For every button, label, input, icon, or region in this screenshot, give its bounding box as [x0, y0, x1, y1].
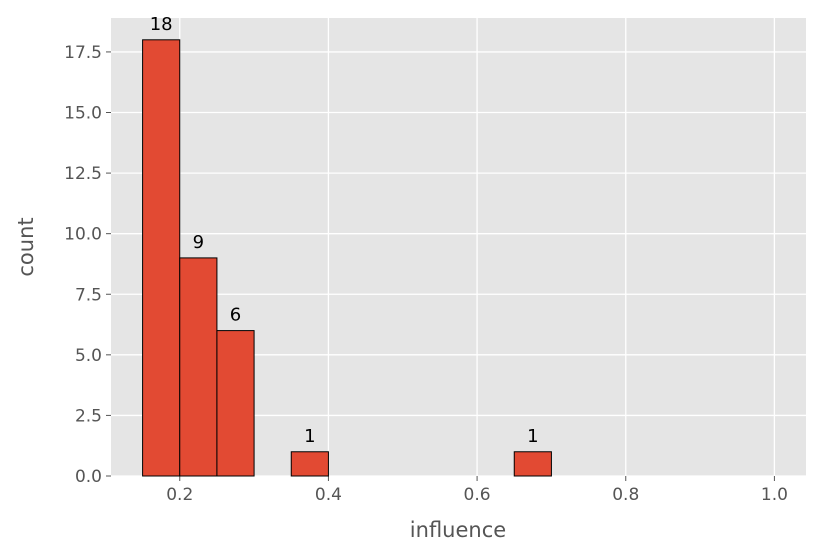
data-label: 6: [230, 305, 241, 326]
bar: [290, 451, 329, 477]
x-axis-label: influence: [410, 518, 506, 542]
data-label: 18: [150, 14, 173, 35]
x-tick-label: 0.8: [612, 485, 639, 505]
y-tick-label: 7.5: [75, 285, 102, 305]
data-label: 1: [527, 426, 538, 447]
bar: [179, 257, 218, 477]
bar: [216, 330, 255, 477]
bar: [142, 39, 181, 477]
data-label: 9: [193, 232, 204, 253]
bar: [513, 451, 552, 477]
x-tick-label: 0.2: [166, 485, 193, 505]
x-tick-label: 0.6: [464, 485, 491, 505]
y-tick-label: 17.5: [64, 43, 102, 63]
x-tick-label: 1.0: [761, 485, 788, 505]
y-tick-label: 15.0: [64, 104, 102, 124]
y-tick-label: 10.0: [64, 225, 102, 245]
data-label: 1: [304, 426, 315, 447]
y-tick-label: 0.0: [75, 467, 102, 487]
x-tick-label: 0.4: [315, 485, 342, 505]
y-tick-label: 5.0: [75, 346, 102, 366]
y-axis-label: count: [14, 217, 38, 276]
y-tick-label: 12.5: [64, 164, 102, 184]
y-tick-label: 2.5: [75, 406, 102, 426]
